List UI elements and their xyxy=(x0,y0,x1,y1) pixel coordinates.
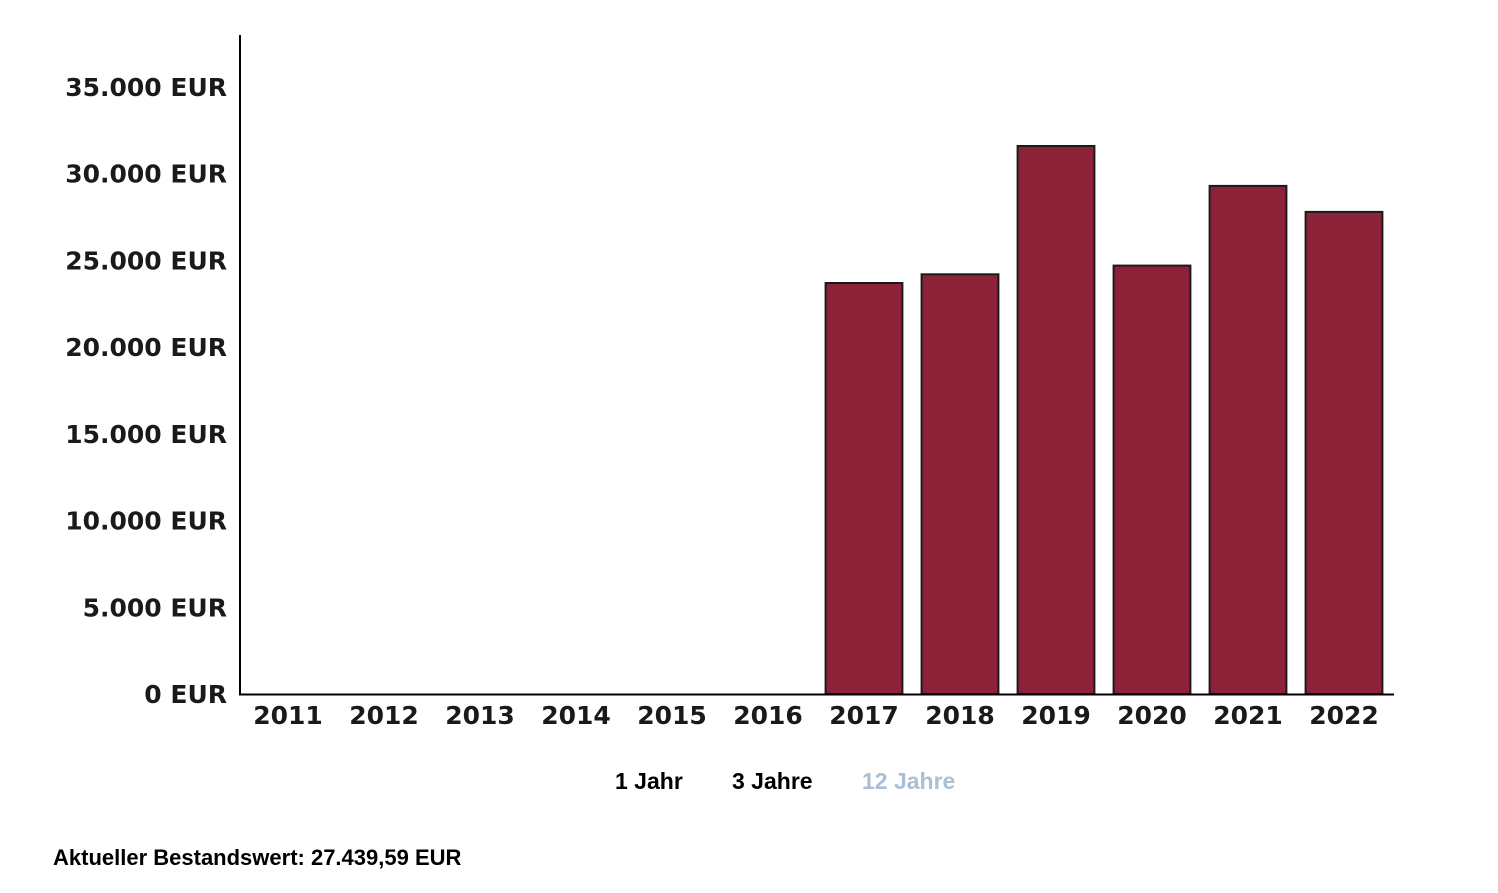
x-tick-label: 2016 xyxy=(733,701,803,730)
x-axis-ticks: 2011 2012 2013 2014 2015 2016 2017 2018 2019 2020… xyxy=(253,701,1379,730)
x-tick-label: 2020 xyxy=(1117,701,1187,730)
bars-group xyxy=(824,145,1384,695)
x-tick-label: 2013 xyxy=(445,701,515,730)
x-tick-label: 2014 xyxy=(541,701,611,730)
range-tab-1-jahr[interactable]: 1 Jahr xyxy=(615,768,683,794)
y-tick-label: 15.000 EUR xyxy=(65,420,227,449)
x-tick-label: 2015 xyxy=(637,701,707,730)
y-tick-label: 35.000 EUR xyxy=(65,73,227,102)
y-tick-label: 25.000 EUR xyxy=(65,246,227,275)
x-tick-label: 2022 xyxy=(1309,701,1379,730)
current-value-summary: Aktueller Bestandswert: 27.439,59 EUR xyxy=(53,845,462,870)
x-tick-label: 2017 xyxy=(829,701,899,730)
range-tabs: 1 Jahr 3 Jahre 12 Jahre xyxy=(0,768,1498,802)
x-tick-label: 2012 xyxy=(349,701,419,730)
range-tab-12-jahre[interactable]: 12 Jahre xyxy=(862,768,956,794)
x-tick-label: 2021 xyxy=(1213,701,1283,730)
y-axis-ticks: 0 EUR 5.000 EUR 10.000 EUR 15.000 EUR 20.000… xyxy=(65,73,227,709)
x-tick-label: 2018 xyxy=(925,701,995,730)
x-tick-label: 2011 xyxy=(253,701,323,730)
x-tick-label: 2019 xyxy=(1021,701,1091,730)
y-tick-label: 30.000 EUR xyxy=(65,160,227,189)
y-tick-label: 10.000 EUR xyxy=(65,507,227,536)
y-tick-label: 20.000 EUR xyxy=(65,333,227,362)
bar-2021 xyxy=(1208,184,1288,695)
bar-2019 xyxy=(1016,145,1096,695)
range-tab-3-jahre[interactable]: 3 Jahre xyxy=(732,768,813,794)
y-tick-label: 0 EUR xyxy=(144,680,227,709)
y-tick-label: 5.000 EUR xyxy=(83,593,227,622)
bar-2020 xyxy=(1112,264,1192,695)
bar-2017 xyxy=(824,282,904,695)
bar-2018 xyxy=(920,273,1000,695)
bar-chart: 0 EUR 5.000 EUR 10.000 EUR 15.000 EUR 20.000… xyxy=(65,35,1394,730)
bar-2022 xyxy=(1304,210,1384,695)
